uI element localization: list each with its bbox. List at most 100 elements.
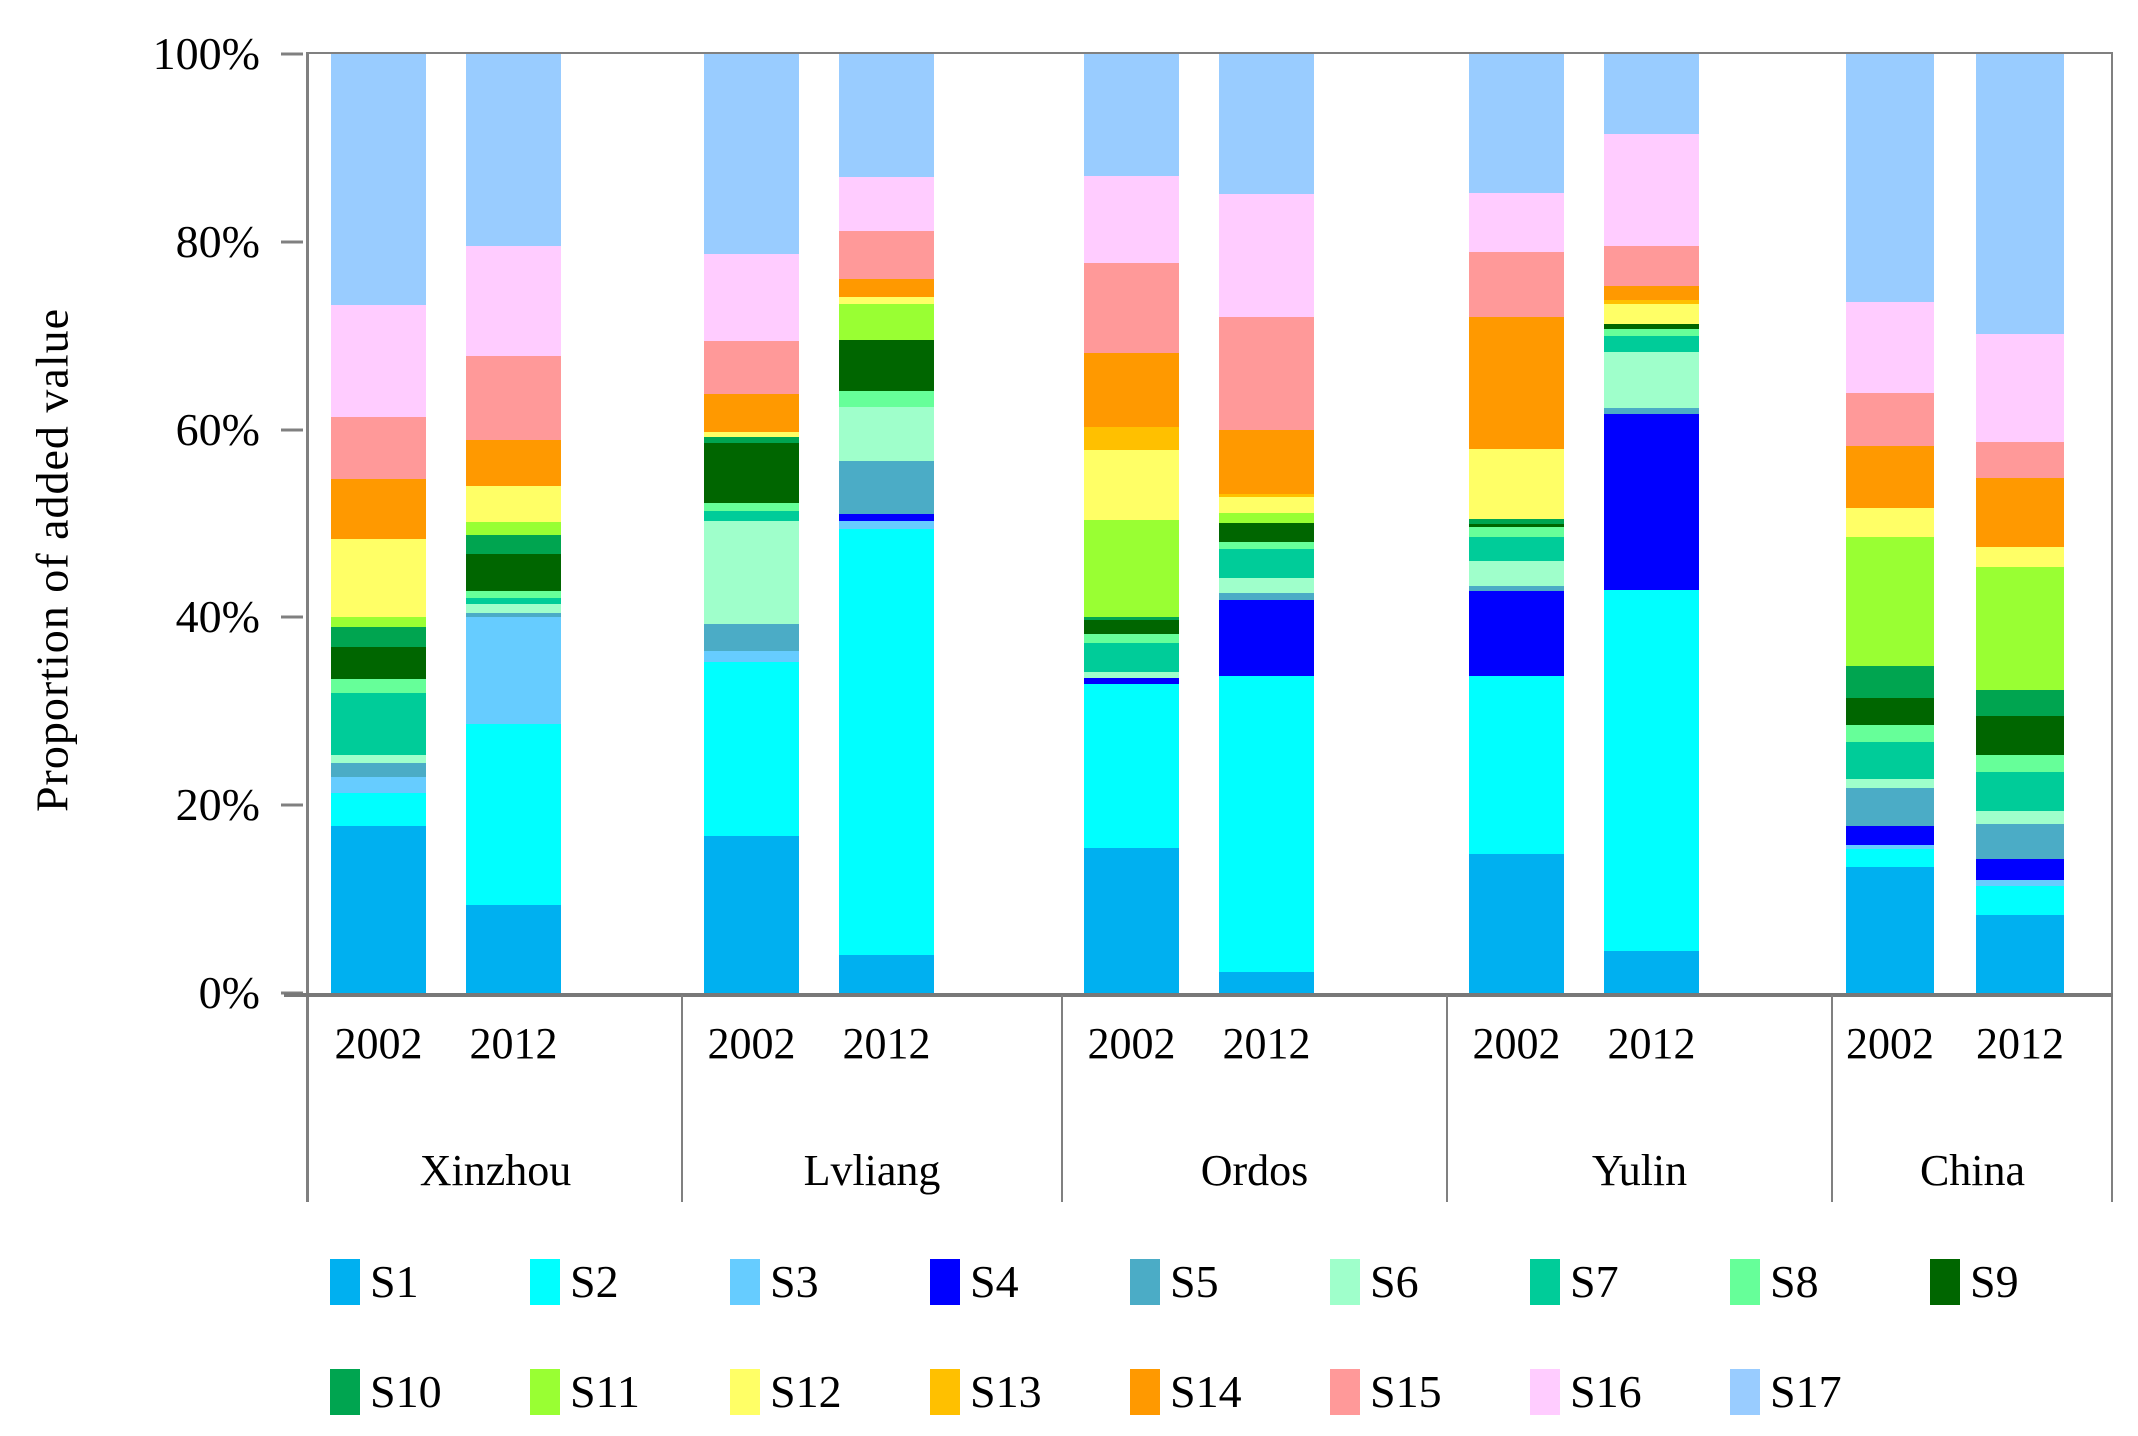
legend-label-s12: S12: [770, 1366, 842, 1417]
bar-segment-s6: [704, 520, 799, 624]
bar-segment-s16: [1976, 333, 2064, 442]
category-axis-band: 2002 2012 Xinzhou 2002 2012 Lvliang 2002 2012 Or…: [309, 995, 2113, 1202]
legend-label-s5: S5: [1170, 1256, 1219, 1307]
bar-segment-s13: [1219, 494, 1314, 498]
y-tick-mark: [281, 428, 303, 432]
legend-item-s10: S10: [330, 1368, 530, 1416]
bar-segment-s7: [331, 692, 426, 755]
legend-item-s9: S9: [1930, 1258, 2130, 1306]
year-label-2002: 2002: [1087, 1019, 1176, 1068]
legend-item-s11: S11: [530, 1368, 730, 1416]
group-separator: [681, 995, 683, 1202]
category-cell-lvliang: 2002 2012 Lvliang: [682, 995, 1062, 1202]
bar-segment-s17: [839, 54, 934, 178]
bar-segment-s7: [1604, 335, 1699, 352]
year-label-2002: 2002: [1472, 1019, 1561, 1068]
legend-item-s12: S12: [730, 1368, 930, 1416]
bar-group-china: [1832, 54, 2113, 993]
legend-swatch-s11: [530, 1369, 560, 1415]
legend-item-s4: S4: [930, 1258, 1130, 1306]
bar-segment-s8: [466, 591, 561, 598]
bar-lvliang-2002: [704, 54, 799, 993]
bar-segment-s3: [331, 777, 426, 793]
group-label-china: China: [1919, 1146, 2026, 1195]
y-tick-label: 80%: [175, 215, 260, 267]
legend-item-s1: S1: [330, 1258, 530, 1306]
bar-ordos-2002: [1084, 54, 1179, 993]
legend-swatch-s13: [930, 1369, 960, 1415]
bar-segment-s5: [466, 612, 561, 618]
bar-segment-s1: [466, 904, 561, 993]
bar-segment-s7: [1084, 642, 1179, 672]
bar-segment-s4: [839, 514, 934, 521]
bar-group-ordos: [1062, 54, 1447, 993]
legend-label-s7: S7: [1570, 1256, 1619, 1307]
group-separator: [1061, 995, 1063, 1202]
bar-segment-s4: [1469, 591, 1564, 676]
legend-label-s16: S16: [1570, 1366, 1642, 1417]
bar-segment-s12: [1846, 507, 1934, 537]
bar-segment-s2: [1084, 684, 1179, 849]
bar-segment-s2: [1604, 590, 1699, 951]
bar-segment-s13: [1604, 300, 1699, 304]
bar-segment-s12: [1976, 547, 2064, 567]
bar-segment-s1: [331, 825, 426, 993]
bar-segment-s4: [1846, 825, 1934, 845]
bar-segment-s1: [704, 836, 799, 993]
bar-segment-s9: [1604, 323, 1699, 330]
group-label-xinzhou: Xinzhou: [419, 1146, 572, 1195]
bar-segment-s14: [839, 279, 934, 298]
bar-segment-s4: [1604, 413, 1699, 591]
bar-segment-s15: [839, 230, 934, 280]
bar-segment-s17: [1219, 54, 1314, 195]
bar-segment-s17: [1084, 54, 1179, 177]
year-label-2012: 2012: [469, 1019, 558, 1068]
legend-swatch-s6: [1330, 1259, 1360, 1305]
bar-segment-s12: [839, 297, 934, 304]
legend-swatch-s2: [530, 1259, 560, 1305]
bar-segment-s7: [466, 597, 561, 605]
bar-segment-s14: [1219, 429, 1314, 495]
y-axis-line: [306, 52, 309, 1202]
plot-area: [309, 54, 2110, 993]
bar-segment-s10: [1084, 616, 1179, 621]
bar-segment-s14: [331, 479, 426, 539]
bar-xinzhou-2012: [466, 54, 561, 993]
year-label-2012: 2012: [842, 1019, 931, 1068]
legend-swatch-s10: [330, 1369, 360, 1415]
bar-segment-s4: [1976, 858, 2064, 881]
bar-segment-s6: [1976, 810, 2064, 825]
legend-label-s14: S14: [1170, 1366, 1242, 1417]
bar-segment-s9: [1846, 698, 1934, 726]
bar-segment-s11: [466, 521, 561, 535]
legend-item-s5: S5: [1130, 1258, 1330, 1306]
bar-segment-s8: [1219, 542, 1314, 549]
year-label-2002: 2002: [1846, 1019, 1934, 1068]
y-tick-label: 40%: [175, 591, 260, 643]
bar-segment-s16: [704, 254, 799, 341]
bar-segment-s16: [839, 177, 934, 231]
legend-label-s9: S9: [1970, 1256, 2019, 1307]
bar-segment-s10: [466, 534, 561, 554]
bar-segment-s14: [1976, 477, 2064, 548]
legend-item-s8: S8: [1730, 1258, 1930, 1306]
bar-segment-s1: [1976, 915, 2064, 993]
bar-segment-s15: [466, 356, 561, 441]
legend-item-s13: S13: [930, 1368, 1130, 1416]
bar-segment-s6: [839, 407, 934, 461]
bar-segment-s15: [1976, 441, 2064, 478]
bar-segment-s2: [466, 724, 561, 905]
year-label-2002: 2002: [334, 1019, 423, 1068]
legend-item-s17: S17: [1730, 1368, 1930, 1416]
y-tick-label: 60%: [175, 403, 260, 455]
bar-segment-s1: [1604, 950, 1699, 993]
bar-segment-s16: [466, 245, 561, 357]
bar-segment-s2: [704, 662, 799, 837]
bar-segment-s15: [1846, 393, 1934, 446]
bar-segment-s8: [704, 502, 799, 512]
bar-segment-s15: [704, 340, 799, 395]
bar-segment-s17: [704, 54, 799, 255]
bar-segment-s16: [331, 304, 426, 417]
bar-segment-s8: [1976, 754, 2064, 773]
